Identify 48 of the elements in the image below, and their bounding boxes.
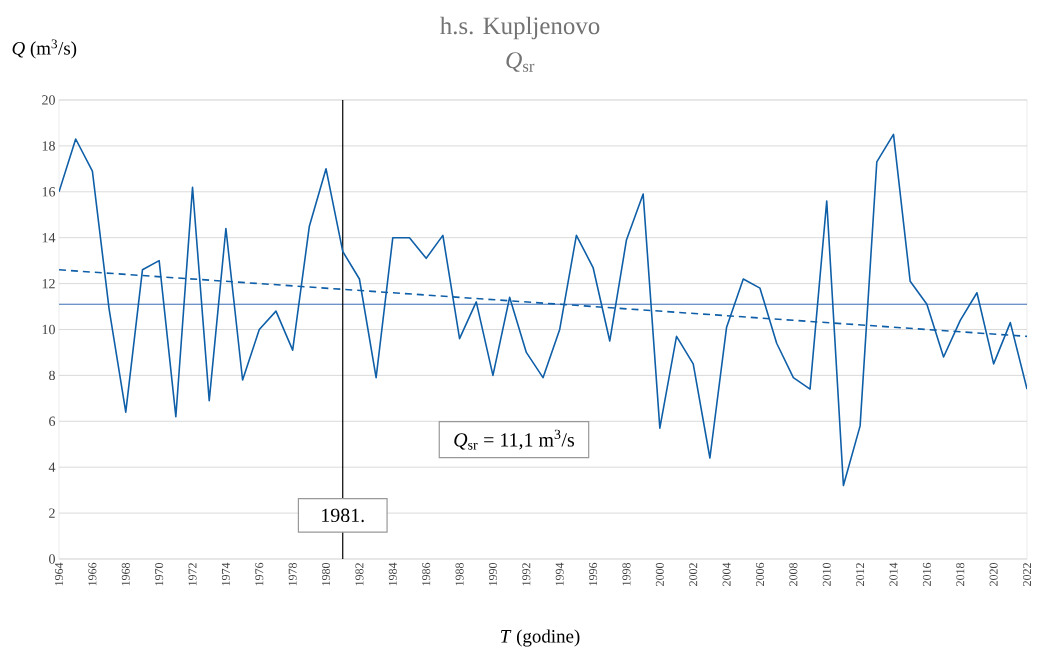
x-tick-label: 2014 [889, 562, 898, 586]
y-tick-label: 14 [42, 233, 56, 243]
y-tick-label: 20 [42, 95, 55, 105]
chart-title: h.s. Kupljenovo [440, 16, 600, 40]
x-axis-title: T (godine) [500, 629, 580, 647]
x-tick-label: 1998 [622, 562, 631, 586]
annotation: Q$_{sr}$ = 11,1 m$^{3}$/s [454, 429, 575, 450]
x-tick-label: 2008 [789, 562, 798, 586]
x-tick-label: 1996 [589, 562, 598, 586]
x-tick-label: 1980 [322, 562, 331, 586]
x-tick-label: 1970 [155, 562, 164, 586]
x-tick-label: 1976 [255, 562, 264, 586]
y-tick-label: 16 [42, 187, 56, 197]
y-tick-label: 12 [42, 278, 55, 289]
y-axis-title: Q (m$^{3}$/s) [12, 39, 77, 59]
x-tick-label: 1986 [422, 562, 431, 586]
y-tick-label: 8 [49, 370, 55, 381]
x-tick-label: 1994 [555, 562, 564, 586]
y-tick-label: 2 [49, 508, 55, 518]
x-tick-label: 2000 [655, 562, 664, 586]
x-tick-label: 2010 [822, 562, 831, 586]
y-tick-label: 6 [49, 416, 56, 426]
x-tick-label: 1984 [388, 562, 397, 586]
x-tick-label: 2020 [989, 562, 998, 586]
x-tick-label: 2018 [956, 562, 965, 586]
x-tick-label: 1990 [488, 562, 497, 586]
y-tick-label: 0 [49, 554, 55, 564]
x-tick-label: 1982 [355, 563, 364, 586]
chart-subtitle: Q$_{sr}$ [506, 52, 535, 72]
x-tick-label: 2022 [1022, 563, 1032, 586]
x-tick-label: 1992 [522, 563, 531, 586]
x-tick-label: 2012 [856, 563, 865, 586]
ref-line-label: 1981. [322, 508, 364, 523]
x-tick-label: 2006 [755, 562, 764, 586]
x-tick-label: 2004 [722, 562, 731, 586]
x-tick-label: 1972 [188, 563, 197, 586]
y-tick-label: 10 [42, 324, 55, 335]
line-series [59, 133, 1028, 487]
x-tick-label: 1966 [88, 562, 97, 586]
x-tick-label: 2002 [689, 563, 698, 586]
x-tick-label: 1978 [288, 562, 297, 586]
x-tick-label: 2016 [922, 562, 931, 586]
x-tick-label: 1968 [121, 562, 130, 586]
x-tick-label: 1974 [221, 562, 230, 586]
x-tick-label: 1964 [54, 562, 64, 586]
x-tick-label: 1988 [455, 562, 464, 586]
y-tick-label: 4 [48, 462, 56, 472]
y-tick-label: 18 [42, 141, 55, 151]
